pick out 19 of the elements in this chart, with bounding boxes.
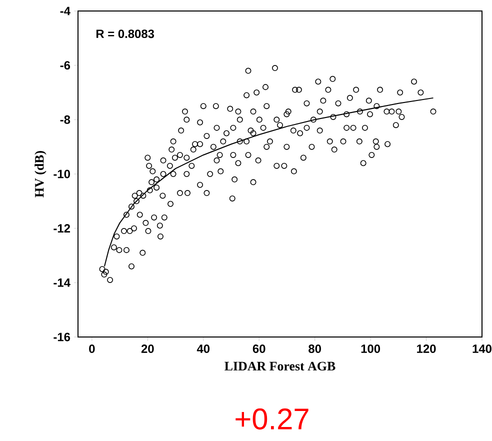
x-tick-label: 60 xyxy=(252,344,266,353)
y-axis-title: HV (dB) xyxy=(34,150,46,198)
annotation: R = 0.8083 xyxy=(96,30,154,38)
x-tick-label: 120 xyxy=(417,344,436,353)
x-tick-label: 80 xyxy=(308,344,321,353)
x-tick-label: 20 xyxy=(141,344,154,353)
y-tick-label: -14 xyxy=(54,278,70,287)
y-tick-label: -8 xyxy=(60,115,70,124)
y-tick-label: -12 xyxy=(54,224,70,233)
x-tick-label: 40 xyxy=(196,344,210,353)
y-tick-label: -4 xyxy=(60,6,70,16)
x-tick-label: 100 xyxy=(361,344,380,353)
x-tick-label: 0 xyxy=(89,344,95,353)
x-axis-title: LIDAR Forest AGB xyxy=(224,362,336,371)
y-tick-label: -6 xyxy=(60,61,70,70)
x-tick-label: 140 xyxy=(472,344,492,353)
y-tick-label: -10 xyxy=(54,170,70,178)
y-tick-label: -16 xyxy=(54,332,70,342)
text: +0.27 xyxy=(236,408,308,430)
